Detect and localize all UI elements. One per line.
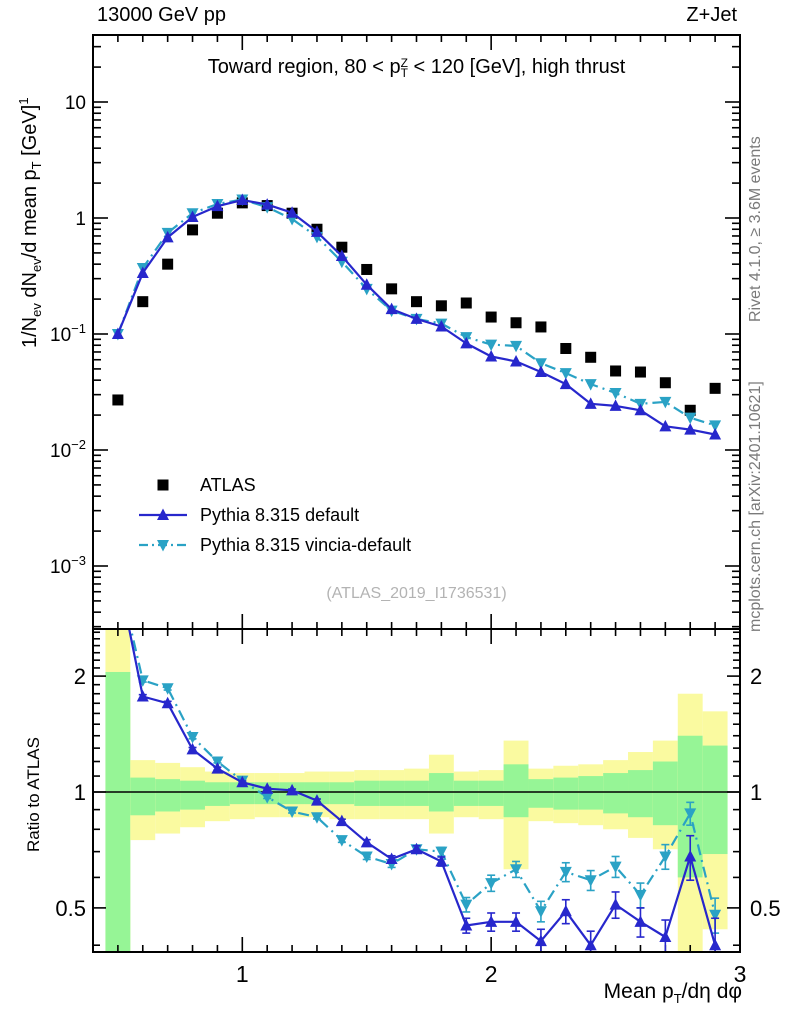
legend-label: Pythia 8.315 vincia-default bbox=[200, 534, 412, 555]
y-axis-label: 1/Nev dNev/d mean pT [GeV]1 bbox=[16, 97, 44, 348]
pythia-default-marker-icon bbox=[139, 508, 187, 520]
legend-item-pythia-vincia: Pythia 8.315 vincia-default bbox=[138, 530, 411, 560]
legend-item-atlas: ATLAS bbox=[138, 470, 411, 500]
generator-version-note: Rivet 4.1.0, ≥ 3.6M events bbox=[747, 136, 764, 322]
svg-text:3: 3 bbox=[734, 961, 747, 987]
svg-text:10−3: 10−3 bbox=[50, 553, 86, 578]
legend: ATLAS Pythia 8.315 default Pythia 8.315 … bbox=[138, 470, 411, 560]
x-axis-label: Mean pT/dη dφ bbox=[603, 980, 742, 1006]
svg-text:1: 1 bbox=[74, 780, 86, 805]
analysis-id-watermark: (ATLAS_2019_I1736531) bbox=[326, 585, 507, 602]
mcplots-reference-note: mcplots.cern.ch [arXiv:2401.10621] bbox=[747, 381, 764, 632]
uncertainty-bands bbox=[105, 629, 728, 952]
svg-text:2: 2 bbox=[485, 961, 498, 987]
svg-text:1: 1 bbox=[750, 780, 762, 805]
process-label: Z+Jet bbox=[686, 4, 737, 26]
svg-text:10−1: 10−1 bbox=[50, 321, 86, 346]
legend-label: ATLAS bbox=[200, 474, 256, 495]
ratio-panel-frame bbox=[92, 628, 741, 953]
svg-text:0.5: 0.5 bbox=[750, 896, 781, 921]
svg-text:0.5: 0.5 bbox=[55, 896, 86, 921]
pythia-vincia-marker-icon bbox=[139, 540, 187, 552]
svg-text:10−2: 10−2 bbox=[50, 437, 86, 462]
series-pythia-8-315-default-ratio- bbox=[128, 629, 722, 952]
svg-text:1: 1 bbox=[236, 961, 249, 987]
legend-label: Pythia 8.315 default bbox=[200, 504, 360, 525]
series-atlas bbox=[112, 197, 721, 416]
series-pythia-8-315-default bbox=[111, 193, 722, 440]
atlas-marker-icon bbox=[157, 479, 169, 491]
svg-text:1: 1 bbox=[75, 209, 86, 230]
beam-energy-label: 13000 GeV pp bbox=[97, 4, 226, 26]
svg-text:10: 10 bbox=[65, 93, 86, 114]
legend-item-pythia-default: Pythia 8.315 default bbox=[138, 500, 411, 530]
ratio-axis-label: Ratio to ATLAS bbox=[24, 737, 43, 852]
axis-tick-labels: 10 1 10−1 10−2 10−3 2 2 1 1 0.5 0.5 1 2 3 bbox=[50, 93, 781, 987]
svg-text:2: 2 bbox=[74, 664, 86, 689]
svg-text:2: 2 bbox=[750, 664, 762, 689]
